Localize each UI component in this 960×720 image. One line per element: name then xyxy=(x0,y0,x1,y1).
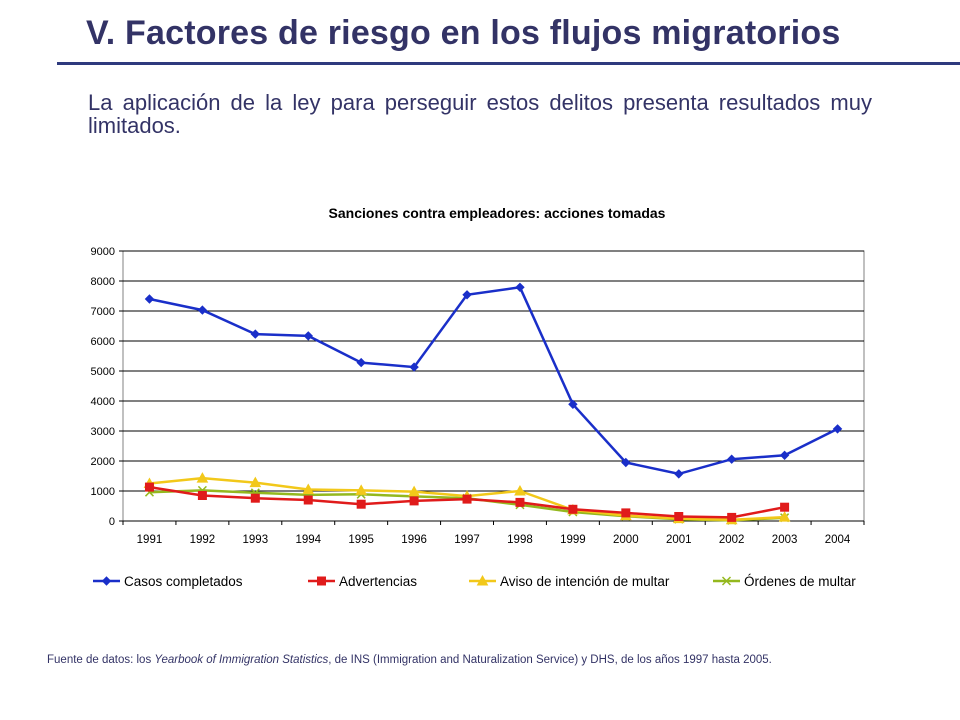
source-note: Fuente de datos: los Yearbook of Immigra… xyxy=(47,654,947,666)
series-group xyxy=(143,282,843,525)
x-tick-label: 1999 xyxy=(560,534,586,546)
legend-marker xyxy=(101,576,112,586)
x-tick-label: 1991 xyxy=(137,534,163,546)
legend-item: Casos completados xyxy=(93,574,243,589)
data-point xyxy=(726,454,737,464)
data-point xyxy=(408,485,420,497)
data-point xyxy=(568,504,578,514)
data-point xyxy=(621,508,631,518)
data-point xyxy=(144,294,155,304)
y-tick-label: 0 xyxy=(109,516,115,528)
data-point xyxy=(303,331,313,341)
x-tick-label: 2000 xyxy=(613,534,639,546)
x-tick-label: 1993 xyxy=(243,534,269,546)
data-point xyxy=(780,502,790,512)
series-0 xyxy=(144,282,843,479)
data-point xyxy=(356,499,366,509)
x-tick-label: 2001 xyxy=(666,534,692,546)
x-tick-label: 1997 xyxy=(454,534,480,546)
x-tick-label: 1992 xyxy=(190,534,216,546)
data-point xyxy=(515,282,525,293)
x-tick-label: 1995 xyxy=(348,534,374,546)
y-tick-label: 7000 xyxy=(91,306,115,318)
legend-item: Advertencias xyxy=(308,574,417,589)
legend-marker xyxy=(317,576,326,586)
data-point xyxy=(621,457,631,468)
x-tick-label: 1996 xyxy=(401,534,427,546)
legend-label: Casos completados xyxy=(124,574,243,589)
data-point xyxy=(462,290,472,300)
legend-label: Órdenes de multar xyxy=(744,574,856,589)
axes: 0 1000 2000 3000 4000 5000 6000 7000 8000 9000 199… xyxy=(91,246,865,546)
x-tick-label: 2004 xyxy=(825,534,851,546)
data-point xyxy=(674,512,684,521)
data-point xyxy=(356,357,366,368)
series-line xyxy=(149,285,839,476)
data-point xyxy=(144,482,154,492)
data-point xyxy=(249,476,262,488)
data-point xyxy=(250,493,260,503)
data-point xyxy=(832,424,843,434)
data-point xyxy=(196,472,209,483)
data-point xyxy=(674,469,684,479)
data-point xyxy=(462,494,472,504)
data-point xyxy=(355,484,368,495)
x-tick-label: 1998 xyxy=(507,534,533,546)
data-point xyxy=(302,483,315,494)
x-tick-label: 2003 xyxy=(772,534,798,546)
data-point xyxy=(409,496,419,506)
y-tick-label: 9000 xyxy=(91,246,115,258)
y-tick-label: 8000 xyxy=(91,276,115,288)
data-point xyxy=(515,497,525,507)
data-point xyxy=(409,362,419,372)
legend-item: Órdenes de multar xyxy=(713,574,856,589)
title-divider xyxy=(57,62,960,65)
y-tick-label: 1000 xyxy=(91,486,115,498)
legend-item: Aviso de intención de multar xyxy=(469,574,670,589)
y-tick-label: 3000 xyxy=(91,426,115,438)
source-suffix: , de INS (Immigration and Naturalization… xyxy=(328,654,772,666)
data-point xyxy=(303,495,313,505)
data-point xyxy=(197,491,207,500)
slide-subtitle: La aplicación de la ley para perseguir e… xyxy=(88,90,872,138)
y-tick-label: 2000 xyxy=(91,456,115,468)
legend: Casos completados Advertencias Aviso de in… xyxy=(93,574,856,589)
source-prefix: Fuente de datos: los xyxy=(47,654,155,666)
source-publication: Yearbook of Immigration Statistics xyxy=(154,654,329,666)
data-point xyxy=(779,450,790,461)
data-point xyxy=(250,329,261,339)
y-tick-label: 4000 xyxy=(91,396,115,408)
data-point xyxy=(727,512,737,522)
data-point xyxy=(778,511,791,522)
legend-marker xyxy=(721,576,732,586)
legend-marker xyxy=(476,574,489,586)
chart-title: Sanciones contra empleadores: acciones t… xyxy=(329,205,666,221)
y-tick-label: 5000 xyxy=(91,366,115,378)
legend-label: Advertencias xyxy=(339,574,417,589)
slide-title: V. Factores de riesgo en los flujos migr… xyxy=(86,14,841,52)
data-point xyxy=(197,305,208,315)
gridlines xyxy=(122,250,865,522)
legend-label: Aviso de intención de multar xyxy=(500,574,670,589)
series-1 xyxy=(144,482,790,522)
x-tick-label: 2002 xyxy=(719,534,745,546)
data-point xyxy=(514,484,526,496)
x-tick-label: 1994 xyxy=(295,534,321,546)
data-point xyxy=(568,399,578,410)
y-tick-label: 6000 xyxy=(91,336,115,348)
